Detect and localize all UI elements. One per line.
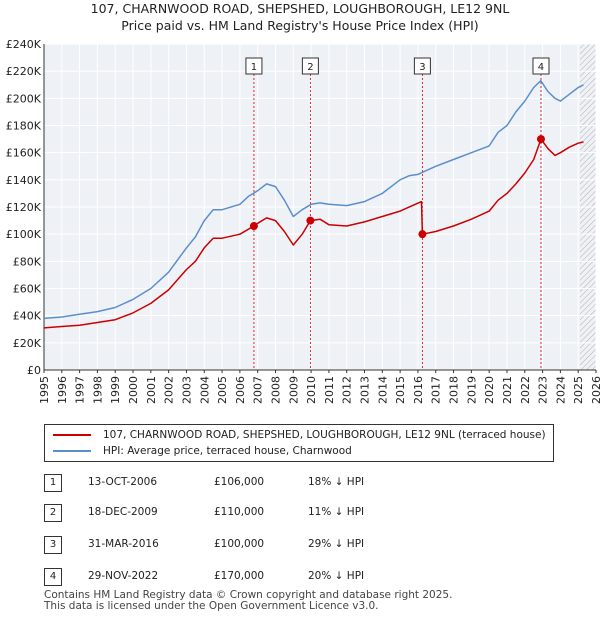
legend-item-hpi: HPI: Average price, terraced house, Char… (53, 443, 352, 459)
transaction-number: 2 (44, 504, 62, 522)
footer-line-2: This data is licensed under the Open Gov… (44, 600, 379, 612)
x-tick-label: 2008 (269, 376, 282, 404)
price-chart: £0 £20K £40K £60K £80K £100K £120K £140K £160K £1… (6, 38, 600, 404)
transaction-date: 31-MAR-2016 (88, 538, 159, 550)
x-tick-label: 2009 (287, 376, 300, 404)
footer-attribution: Contains HM Land Registry data © Crown c… (44, 590, 452, 612)
x-tick-label: 1999 (109, 376, 122, 404)
transaction-hpi: 18% ↓ HPI (308, 476, 365, 488)
x-tick-label: 2002 (163, 376, 176, 404)
x-tick-label: 1998 (91, 376, 104, 404)
table-row: 4 29-NOV-2022 £170,000 20% ↓ HPI (44, 568, 424, 588)
x-tick-label: 2001 (145, 376, 158, 404)
transaction-number: 4 (44, 568, 62, 586)
x-tick-label: 2005 (216, 376, 229, 404)
transaction-hpi: 29% ↓ HPI (308, 538, 365, 550)
y-tick-label: £40K (13, 310, 42, 323)
x-tick-label: 2024 (554, 376, 567, 404)
x-tick-label: 1997 (74, 376, 87, 404)
x-tick-label: 2010 (305, 376, 318, 404)
x-tick-label: 2025 (572, 376, 585, 404)
transaction-point (249, 222, 258, 231)
x-tick-label: 2023 (537, 376, 550, 404)
x-tick-label: 2014 (376, 376, 389, 404)
legend: 107, CHARNWOOD ROAD, SHEPSHED, LOUGHBORO… (44, 424, 554, 462)
y-tick-label: £160K (6, 147, 42, 160)
x-tick-label: 2006 (234, 376, 247, 404)
hpi-series-line (43, 79, 584, 320)
x-tick-label: 2015 (394, 376, 407, 404)
x-tick-label: 2013 (359, 376, 372, 404)
x-tick-label: 2018 (448, 376, 461, 404)
transaction-date: 13-OCT-2006 (88, 476, 157, 488)
transaction-point (418, 230, 427, 239)
x-tick-label: 1995 (38, 376, 51, 404)
x-tick-label: 2011 (323, 376, 336, 404)
x-tick-label: 2000 (127, 376, 140, 404)
transaction-label: 4 (538, 62, 544, 73)
legend-swatch-hpi (53, 450, 91, 452)
transaction-label-box (532, 57, 550, 75)
x-tick-label: 2017 (430, 376, 443, 404)
transaction-point (306, 216, 315, 225)
y-tick-label: £80K (13, 255, 42, 268)
y-tick-label: £220K (6, 65, 42, 78)
transaction-hpi: 20% ↓ HPI (308, 570, 365, 582)
y-tick-label: £200K (6, 92, 42, 105)
y-tick-label: £180K (6, 120, 42, 133)
x-tick-label: 2022 (519, 376, 532, 404)
transaction-label: 1 (251, 62, 257, 73)
legend-item-property: 107, CHARNWOOD ROAD, SHEPSHED, LOUGHBORO… (53, 427, 546, 443)
y-tick-label: £140K (6, 174, 42, 187)
transaction-label-box (413, 57, 431, 75)
y-tick-label: £0 (27, 364, 41, 377)
transaction-date: 29-NOV-2022 (88, 570, 159, 582)
x-tick-label: 2012 (341, 376, 354, 404)
y-tick-label: £60K (13, 283, 42, 296)
y-tick-label: £240K (6, 38, 42, 51)
y-tick-label: £100K (6, 228, 42, 241)
x-tick-label: 2004 (198, 376, 211, 404)
table-row: 1 13-OCT-2006 £106,000 18% ↓ HPI (44, 474, 424, 494)
x-tick-label: 2026 (590, 376, 600, 404)
transaction-number: 1 (44, 474, 62, 492)
property-series-line (43, 138, 584, 329)
transaction-hpi: 11% ↓ HPI (308, 506, 365, 518)
x-tick-label: 1996 (56, 376, 69, 404)
legend-label-property: 107, CHARNWOOD ROAD, SHEPSHED, LOUGHBORO… (103, 429, 546, 441)
transaction-label-box (301, 57, 319, 75)
transaction-number: 3 (44, 536, 62, 554)
y-tick-label: £20K (13, 337, 42, 350)
x-tick-label: 2003 (180, 376, 193, 404)
transaction-price: £100,000 (214, 538, 265, 550)
transaction-price: £106,000 (214, 476, 265, 488)
transaction-point (536, 135, 545, 144)
transaction-label-box (245, 57, 263, 75)
table-row: 3 31-MAR-2016 £100,000 29% ↓ HPI (44, 536, 424, 556)
x-tick-label: 2019 (465, 376, 478, 404)
x-tick-label: 2016 (412, 376, 425, 404)
transaction-price: £170,000 (214, 570, 265, 582)
table-row: 2 18-DEC-2009 £110,000 11% ↓ HPI (44, 504, 424, 524)
transaction-label: 3 (419, 62, 425, 73)
x-tick-label: 2020 (483, 376, 496, 404)
footer-line-1: Contains HM Land Registry data © Crown c… (44, 589, 453, 601)
y-tick-label: £120K (6, 201, 42, 214)
legend-swatch-property (53, 434, 91, 436)
chart-subtitle: Price paid vs. HM Land Registry's House … (121, 18, 479, 33)
transaction-price: £110,000 (214, 506, 265, 518)
transaction-date: 18-DEC-2009 (88, 506, 158, 518)
chart-title: 107, CHARNWOOD ROAD, SHEPSHED, LOUGHBORO… (90, 1, 510, 16)
legend-label-hpi: HPI: Average price, terraced house, Char… (103, 445, 352, 457)
transaction-label: 2 (307, 62, 313, 73)
x-tick-label: 2007 (252, 376, 265, 404)
x-tick-label: 2021 (501, 376, 514, 404)
